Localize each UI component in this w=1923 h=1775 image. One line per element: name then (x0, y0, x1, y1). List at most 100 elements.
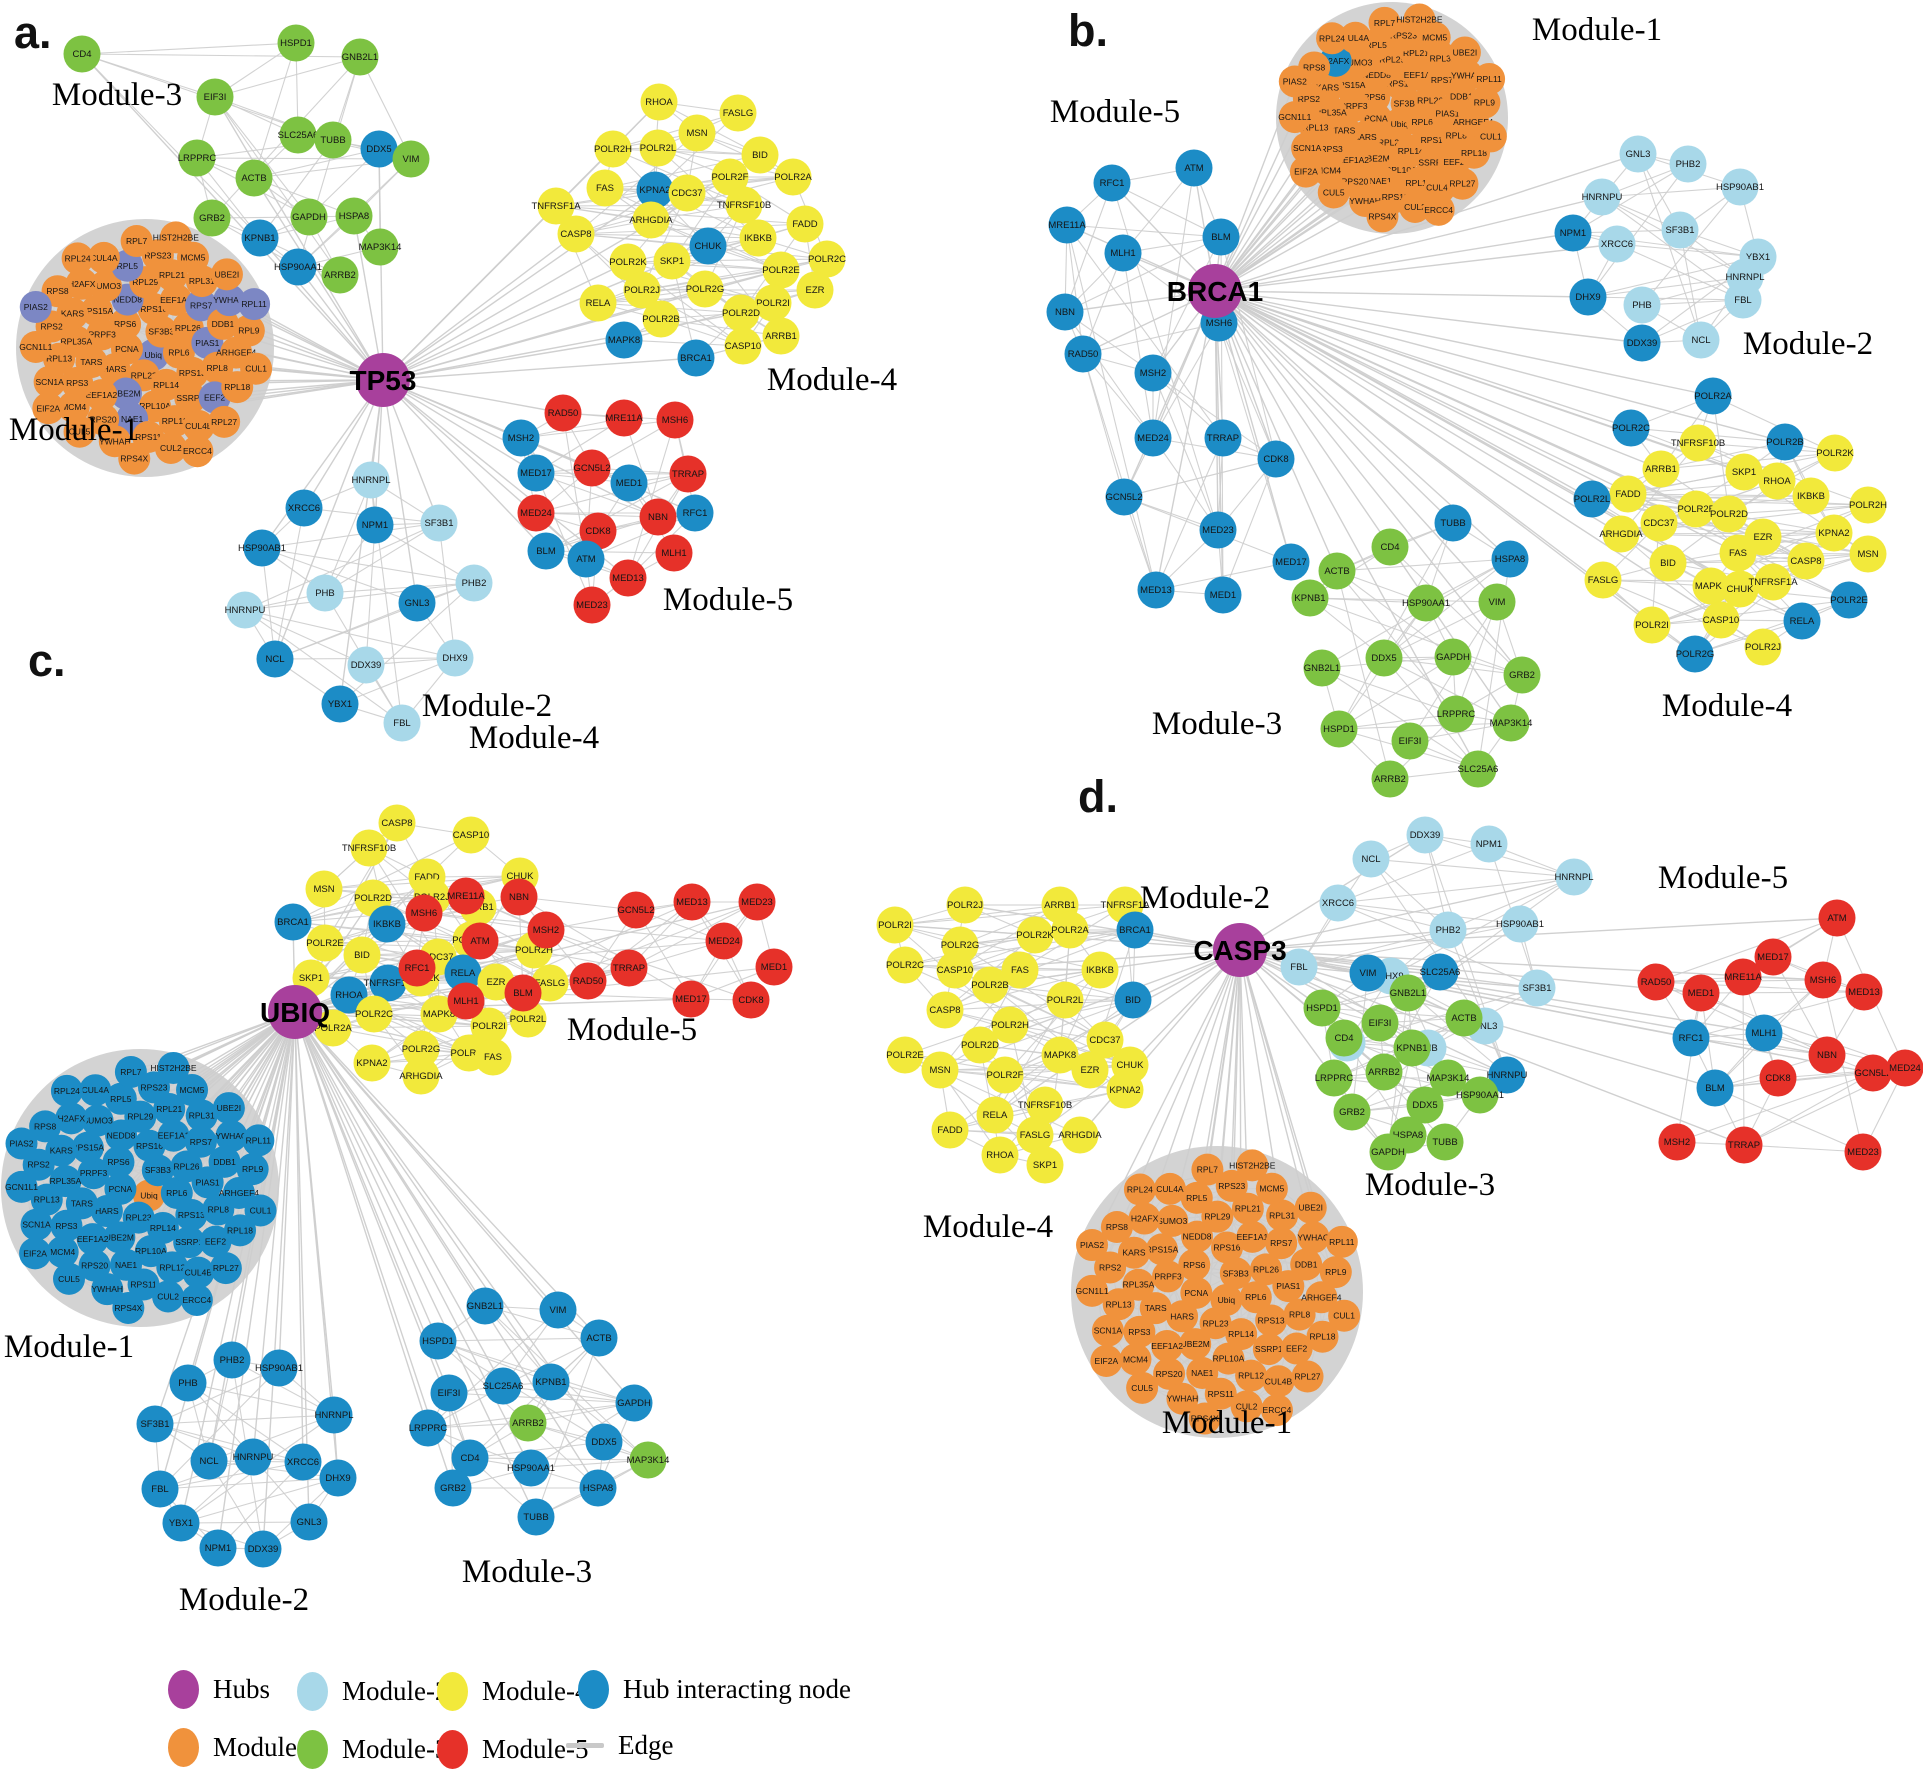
node-TARS[interactable]: TARS (65, 1187, 98, 1220)
node-KPNA2[interactable]: KPNA2 (636, 171, 674, 209)
node-MAPK8[interactable]: MAPK8 (1041, 1036, 1079, 1074)
node-GAPDH[interactable]: GAPDH (615, 1384, 653, 1422)
node-EIF2A[interactable]: EIF2A (1289, 155, 1322, 188)
node-RPL6[interactable]: RPL6 (1239, 1281, 1272, 1314)
node-TNFRSF10B[interactable]: TNFRSF10B (717, 186, 771, 224)
node-RPL24[interactable]: RPL24 (50, 1074, 83, 1107)
node-ARRB2[interactable]: ARRB2 (1371, 760, 1409, 798)
node-UBE2M[interactable]: UBE2M (103, 1221, 136, 1254)
node-EEF1A2[interactable]: EEF1A2 (1151, 1329, 1183, 1362)
node-ATM[interactable]: ATM (461, 922, 499, 960)
node-RPL23[interactable]: RPL23 (122, 1201, 155, 1234)
node-MLH1[interactable]: MLH1 (1745, 1014, 1783, 1052)
node-GRB2[interactable]: GRB2 (434, 1469, 472, 1507)
node-POLR2A[interactable]: POLR2A (1694, 377, 1732, 415)
node-GNB2L1[interactable]: GNB2L1 (1303, 649, 1341, 687)
node-MED13[interactable]: MED13 (1137, 571, 1175, 609)
node-HSPA8[interactable]: HSPA8 (335, 197, 373, 235)
node-RPL24[interactable]: RPL24 (1316, 22, 1349, 55)
node-HNRNPL[interactable]: HNRNPL (314, 1396, 354, 1434)
node-XRCC6[interactable]: XRCC6 (1319, 884, 1357, 922)
node-KPNB1[interactable]: KPNB1 (1291, 579, 1329, 617)
node-POLR2C[interactable]: POLR2C (1612, 409, 1650, 447)
node-IKBKB[interactable]: IKBKB (1792, 477, 1830, 515)
node-BLM[interactable]: BLM (527, 532, 565, 570)
node-RPS7[interactable]: RPS7 (185, 289, 218, 322)
node-SKP1[interactable]: SKP1 (1725, 453, 1763, 491)
node-EZR[interactable]: EZR (1071, 1051, 1109, 1089)
node-CDK8[interactable]: CDK8 (1759, 1059, 1797, 1097)
node-EIF2A[interactable]: EIF2A (1090, 1344, 1123, 1377)
node-HSPA8[interactable]: HSPA8 (579, 1469, 617, 1507)
node-EEF2[interactable]: EEF2 (199, 1225, 232, 1258)
node-POLR2F[interactable]: POLR2F (1677, 490, 1715, 528)
node-POLR2E[interactable]: POLR2E (306, 924, 344, 962)
node-RHOA[interactable]: RHOA (1758, 462, 1796, 500)
node-GCN1L1[interactable]: GCN1L1 (1076, 1274, 1109, 1307)
node-UBE2I[interactable]: UBE2I (210, 258, 243, 291)
node-EIF2A[interactable]: EIF2A (32, 392, 65, 425)
node-HNRNPU[interactable]: HNRNPU (233, 1438, 274, 1476)
node-KARS[interactable]: KARS (1117, 1236, 1150, 1269)
node-RPS7[interactable]: RPS7 (184, 1125, 217, 1158)
node-MAP3K14[interactable]: MAP3K14 (359, 228, 402, 266)
node-ARHGDIA[interactable]: ARHGDIA (629, 201, 673, 239)
node-H2AFX[interactable]: H2AFX (1128, 1202, 1161, 1235)
node-YWHAG[interactable]: YWHAG (1297, 1221, 1330, 1254)
node-MED23[interactable]: MED23 (1844, 1133, 1882, 1171)
node-NPM1[interactable]: NPM1 (1554, 214, 1592, 252)
node-SLC25A6[interactable]: SLC25A6 (1420, 953, 1461, 991)
node-BRCA1[interactable]: BRCA1 (1116, 911, 1154, 949)
node-RPL7[interactable]: RPL7 (114, 1055, 147, 1088)
node-PIAS2[interactable]: PIAS2 (1278, 65, 1311, 98)
node-MCM5[interactable]: MCM5 (176, 1074, 209, 1107)
node-HIST2H2BE[interactable]: HIST2H2BE (1396, 3, 1443, 36)
node-CUL1[interactable]: CUL1 (1474, 120, 1507, 153)
node-MED13[interactable]: MED13 (1845, 973, 1883, 1011)
node-GCN1L1[interactable]: GCN1L1 (5, 1170, 38, 1203)
node-MED17[interactable]: MED17 (672, 980, 710, 1018)
node-CD4[interactable]: CD4 (1371, 528, 1409, 566)
node-UBE2M[interactable]: UBE2M (1179, 1328, 1212, 1361)
node-HSP90AA1[interactable]: HSP90AA1 (274, 248, 322, 286)
node-POLR2B[interactable]: POLR2B (642, 300, 680, 338)
node-MAP3K14[interactable]: MAP3K14 (1427, 1059, 1470, 1097)
node-MED13[interactable]: MED13 (673, 883, 711, 921)
node-EEF2[interactable]: EEF2 (1280, 1332, 1313, 1365)
node-EEF1A2[interactable]: EEF1A2 (76, 1223, 109, 1256)
node-RPL13[interactable]: RPL13 (30, 1183, 63, 1216)
node-PIAS2[interactable]: PIAS2 (19, 290, 52, 323)
node-CUL4A[interactable]: CUL4A (1339, 21, 1372, 54)
node-RFC1[interactable]: RFC1 (1093, 164, 1131, 202)
node-RPL11[interactable]: RPL11 (1473, 62, 1506, 95)
node-POLR2E[interactable]: POLR2E (886, 1036, 924, 1074)
node-RFC1[interactable]: RFC1 (1672, 1019, 1710, 1057)
node-HSPD1[interactable]: HSPD1 (1320, 710, 1358, 748)
node-SLC25A6[interactable]: SLC25A6 (278, 116, 319, 154)
node-IKBKB[interactable]: IKBKB (739, 219, 777, 257)
node-DDB1[interactable]: DDB1 (1290, 1248, 1323, 1281)
hub-TP53[interactable]: TP53 (350, 353, 417, 407)
node-EEF1A2[interactable]: EEF1A2 (85, 379, 118, 412)
node-MSH6[interactable]: MSH6 (1804, 961, 1842, 999)
node-H2AFX[interactable]: H2AFX (65, 267, 98, 300)
node-ARRB1[interactable]: ARRB1 (762, 317, 800, 355)
node-TRRAP[interactable]: TRRAP (1204, 419, 1242, 457)
node-DDB1[interactable]: DDB1 (208, 1145, 241, 1178)
node-MED1[interactable]: MED1 (1204, 576, 1242, 614)
node-HSP90AA1[interactable]: HSP90AA1 (1402, 584, 1450, 622)
node-SUMO3[interactable]: SUMO3 (81, 1104, 114, 1137)
node-RELA[interactable]: RELA (976, 1096, 1014, 1134)
node-RPL12[interactable]: RPL12 (158, 405, 191, 438)
node-RPS13[interactable]: RPS13 (176, 356, 209, 389)
node-TNFRSF1A[interactable]: TNFRSF1A (363, 964, 413, 1002)
node-HNRNPL[interactable]: HNRNPL (351, 461, 391, 499)
node-RPL5[interactable]: RPL5 (1180, 1181, 1213, 1214)
node-NCL[interactable]: NCL (256, 640, 294, 678)
node-HARS[interactable]: HARS (1166, 1300, 1199, 1333)
node-VIM[interactable]: VIM (392, 140, 430, 178)
node-SCN1A[interactable]: SCN1A (1291, 132, 1324, 165)
node-RAD50[interactable]: RAD50 (1064, 335, 1102, 373)
node-HSPD1[interactable]: HSPD1 (277, 24, 315, 62)
node-RPL27[interactable]: RPL27 (1446, 167, 1479, 200)
